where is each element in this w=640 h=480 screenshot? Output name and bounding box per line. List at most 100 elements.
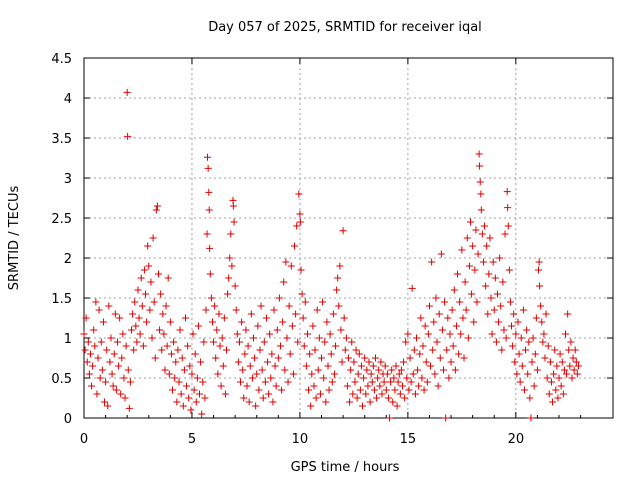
data-point xyxy=(204,164,212,172)
data-point xyxy=(565,346,573,354)
data-point xyxy=(238,318,246,326)
y-tick-label: 4 xyxy=(64,92,72,107)
data-point xyxy=(574,362,582,370)
data-point xyxy=(128,326,136,334)
data-point xyxy=(237,378,245,386)
data-point xyxy=(396,390,404,398)
data-point xyxy=(364,382,372,390)
data-point xyxy=(445,374,453,382)
data-point xyxy=(259,394,267,402)
data-point xyxy=(555,374,563,382)
data-point xyxy=(149,234,157,242)
data-point xyxy=(336,262,344,270)
data-point xyxy=(419,342,427,350)
data-point xyxy=(163,342,171,350)
data-point xyxy=(260,338,268,346)
data-point xyxy=(265,390,273,398)
data-point xyxy=(274,354,282,362)
data-point xyxy=(116,314,124,322)
data-point xyxy=(330,370,338,378)
data-point xyxy=(552,386,560,394)
data-point xyxy=(99,318,107,326)
data-point xyxy=(254,322,262,330)
data-point xyxy=(122,342,130,350)
y-tick-label: 0 xyxy=(64,412,72,427)
data-point xyxy=(519,306,527,314)
data-point xyxy=(495,318,503,326)
data-point xyxy=(80,330,88,338)
data-point xyxy=(537,302,545,310)
data-point xyxy=(376,382,384,390)
data-point xyxy=(543,374,551,382)
data-point xyxy=(383,370,391,378)
data-point xyxy=(567,338,575,346)
data-point xyxy=(264,358,272,366)
data-point xyxy=(470,318,478,326)
data-point xyxy=(160,330,168,338)
data-point xyxy=(433,338,441,346)
data-point xyxy=(504,204,512,212)
data-point xyxy=(421,322,429,330)
data-point xyxy=(153,202,161,210)
data-point xyxy=(468,290,476,298)
data-point xyxy=(121,394,129,402)
data-point xyxy=(518,362,526,370)
data-point xyxy=(117,390,125,398)
data-point xyxy=(137,274,145,282)
data-point xyxy=(295,190,303,198)
data-point xyxy=(502,334,510,342)
data-point xyxy=(560,366,568,374)
data-point xyxy=(213,326,221,334)
y-tick-label: 0.5 xyxy=(51,372,72,387)
data-point xyxy=(547,378,555,386)
data-point xyxy=(276,342,284,350)
data-point xyxy=(211,302,219,310)
data-point xyxy=(553,362,561,370)
data-point xyxy=(251,354,259,362)
data-point xyxy=(415,382,423,390)
data-point xyxy=(466,218,474,226)
data-point xyxy=(481,222,489,230)
data-point xyxy=(280,278,288,286)
data-point xyxy=(165,370,173,378)
data-point xyxy=(450,286,458,294)
y-tick-label: 3 xyxy=(64,172,72,187)
data-point xyxy=(191,350,199,358)
data-point xyxy=(339,227,347,235)
data-point xyxy=(201,394,209,402)
data-point xyxy=(451,366,459,374)
data-point xyxy=(84,338,92,346)
data-point xyxy=(573,370,581,378)
data-point xyxy=(536,282,544,290)
data-point xyxy=(131,298,139,306)
data-point xyxy=(101,398,109,406)
data-point xyxy=(524,370,532,378)
data-point xyxy=(475,150,483,158)
data-point xyxy=(556,350,564,358)
data-point xyxy=(353,394,361,402)
data-point xyxy=(482,282,490,290)
data-point xyxy=(512,330,520,338)
data-point xyxy=(192,398,200,406)
data-point xyxy=(291,242,299,250)
data-point xyxy=(343,382,351,390)
x-tick-label: 15 xyxy=(400,432,417,447)
data-point xyxy=(138,302,146,310)
data-point xyxy=(428,258,436,266)
data-point xyxy=(325,386,333,394)
data-point xyxy=(154,270,162,278)
data-point xyxy=(457,330,465,338)
data-point xyxy=(416,350,424,358)
data-point xyxy=(272,382,280,390)
data-point xyxy=(563,370,571,378)
data-point xyxy=(212,354,220,362)
data-point xyxy=(389,398,397,406)
data-point xyxy=(488,330,496,338)
data-point xyxy=(286,350,294,358)
data-point xyxy=(487,294,495,302)
data-point xyxy=(435,310,443,318)
data-point xyxy=(564,310,572,318)
data-point xyxy=(281,366,289,374)
data-point xyxy=(242,326,250,334)
